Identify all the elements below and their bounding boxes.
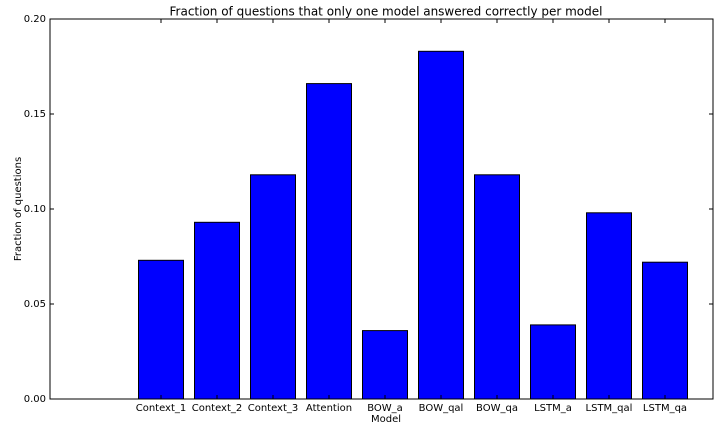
bar [194,221,240,400]
y-tick-label: 0.00 [24,394,46,405]
x-tick-label: Attention [306,403,352,414]
y-axis-label: Fraction of questions [13,157,24,261]
chart-title: Fraction of questions that only one mode… [170,5,603,19]
bar [138,259,184,400]
x-tick-label: LSTM_qa [643,403,687,414]
y-tick-label: 0.15 [24,109,46,120]
x-tick-label: BOW_qa [476,403,518,414]
y-tick-label: 0.05 [24,299,46,310]
bar [530,324,576,400]
x-tick-label: BOW_a [367,403,403,414]
x-axis-label: Model [371,414,401,423]
y-tick-label: 0.10 [24,204,46,215]
x-tick-label: LSTM_qal [586,403,633,414]
x-tick-label: Context_1 [136,403,187,414]
bar [306,83,352,400]
x-tick-label: Context_2 [192,403,243,414]
x-tick-label: LSTM_a [534,403,572,414]
y-tick-label: 0.20 [24,14,46,25]
bar [586,212,632,400]
x-tick-label: Context_3 [248,403,299,414]
bar [642,261,688,400]
bar [362,330,408,400]
bar [250,174,296,400]
bar [418,50,464,400]
plot-frame [49,18,714,400]
bar [474,174,520,400]
x-tick-label: BOW_qal [419,403,464,414]
